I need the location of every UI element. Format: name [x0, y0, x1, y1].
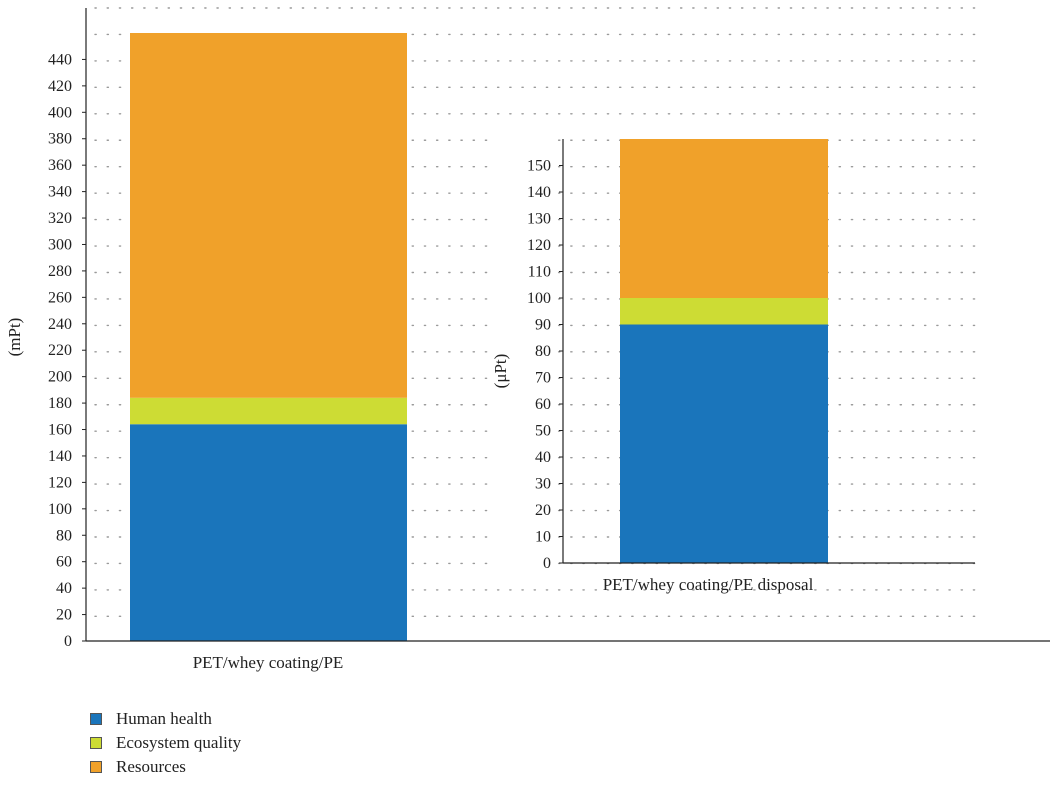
inset-plot: 0 10 20 30 40 50 60 70 80 90 100 110 120 130 140 150 (μP…	[491, 135, 975, 594]
y-tick-label: 140	[48, 448, 72, 465]
y-tick-label: 160	[48, 422, 72, 439]
legend-swatch-human-health	[90, 713, 102, 725]
y-tick-label: 140	[527, 184, 551, 201]
legend-label: Resources	[116, 757, 186, 776]
main-plot: 0204060801001201401601802002202402602803…	[5, 8, 1050, 672]
y-tick-label: 440	[48, 51, 72, 68]
legend-item-resources: Resources	[90, 755, 241, 779]
y-tick-label: 0	[64, 633, 72, 650]
bar-resources	[620, 139, 828, 298]
y-tick-label: 220	[48, 342, 72, 359]
y-tick-label: 90	[535, 317, 551, 334]
y-tick-label: 120	[48, 474, 72, 491]
y-tick-label: 0	[543, 555, 551, 572]
y-tick-label: 60	[56, 554, 72, 571]
y-tick-label: 20	[56, 607, 72, 624]
y-tick-label: 180	[48, 395, 72, 412]
y-tick-label: 400	[48, 104, 72, 121]
y-tick-label: 40	[535, 449, 551, 466]
legend-label: Ecosystem quality	[116, 733, 242, 752]
bar-ecosystem-quality	[620, 298, 828, 325]
y-tick-label: 340	[48, 184, 72, 201]
legend-item-ecosystem-quality: Ecosystem quality	[90, 731, 241, 755]
y-tick-label: 60	[535, 396, 551, 413]
y-tick-label: 20	[535, 502, 551, 519]
x-category-label: PET/whey coating/PE disposal	[603, 575, 814, 594]
legend-swatch-ecosystem-quality	[90, 737, 102, 749]
y-tick-label: 240	[48, 316, 72, 333]
bar-resources	[130, 33, 407, 398]
y-tick-label: 120	[527, 237, 551, 254]
y-tick-label: 280	[48, 263, 72, 280]
y-tick-label: 380	[48, 131, 72, 148]
bar-human-health	[130, 424, 407, 641]
y-tick-label: 50	[535, 423, 551, 440]
stacked-bar-chart: 0204060801001201401601802002202402602803…	[5, 7, 1050, 672]
legend-item-human-health: Human health	[90, 707, 241, 731]
y-axis-title: (mPt)	[5, 318, 24, 357]
bar-human-health	[620, 324, 828, 563]
y-tick-label: 30	[535, 476, 551, 493]
y-tick-label: 70	[535, 370, 551, 387]
y-tick-label: 100	[48, 501, 72, 518]
y-tick-label: 80	[535, 343, 551, 360]
y-tick-label: 40	[56, 580, 72, 597]
y-tick-label: 100	[527, 290, 551, 307]
y-tick-label: 130	[527, 211, 551, 228]
y-tick-label: 110	[528, 264, 551, 281]
y-tick-label: 320	[48, 210, 72, 227]
inset-backdrop	[492, 135, 552, 571]
legend: Human health Ecosystem quality Resources	[90, 707, 241, 779]
y-tick-label: 260	[48, 289, 72, 306]
legend-label: Human health	[116, 709, 212, 728]
y-tick-label: 10	[535, 529, 551, 546]
y-tick-label: 420	[48, 78, 72, 95]
y-axis-title: (μPt)	[491, 354, 510, 389]
y-tick-label: 300	[48, 236, 72, 253]
bar-ecosystem-quality	[130, 397, 407, 425]
y-tick-label: 150	[527, 158, 551, 175]
y-tick-label: 80	[56, 527, 72, 544]
x-category-label: PET/whey coating/PE	[193, 653, 344, 672]
y-tick-label: 360	[48, 157, 72, 174]
legend-swatch-resources	[90, 761, 102, 773]
y-tick-label: 200	[48, 369, 72, 386]
